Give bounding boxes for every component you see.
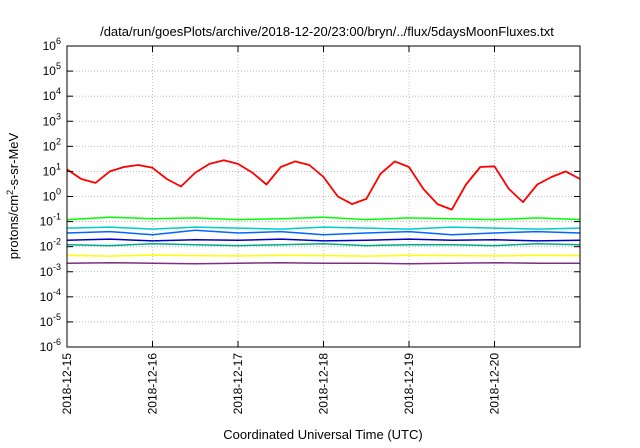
- series-line-2: [66, 226, 581, 230]
- y-tick-label-exponent: -1: [53, 212, 61, 222]
- x-axis-label: Coordinated Universal Time (UTC): [223, 427, 422, 442]
- y-tick-label: 100: [43, 187, 61, 204]
- series-layer: [66, 159, 581, 265]
- y-tick-label-exponent: 2: [56, 136, 61, 146]
- y-tick-label: 103: [43, 111, 61, 128]
- y-tick-label: 101: [43, 161, 61, 178]
- y-tick-label: 104: [43, 86, 61, 103]
- y-tick-label-base: 10: [40, 215, 54, 229]
- y-tick-label-base: 10: [43, 114, 57, 128]
- y-tick-label-base: 10: [40, 315, 54, 329]
- y-tick-label: 10-2: [40, 237, 61, 254]
- x-tick-label: 2018-12-18: [317, 353, 331, 415]
- chart-title: /data/run/goesPlots/archive/2018-12-20/2…: [100, 24, 554, 39]
- y-tick-label-exponent: -3: [53, 262, 61, 272]
- y-tick-label: 10-3: [40, 262, 61, 279]
- y-tick-label-base: 10: [43, 39, 57, 53]
- y-tick-label-exponent: -2: [53, 237, 61, 247]
- y-tick-label-exponent: 5: [56, 61, 61, 71]
- y-axis-label: protons/cm2-s-sr-MeV: [5, 132, 21, 259]
- y-axis-label-sup: 2: [5, 190, 15, 195]
- y-tick-label-exponent: 6: [56, 36, 61, 46]
- y-tick-label-base: 10: [40, 290, 54, 304]
- y-tick-label-base: 10: [40, 340, 54, 354]
- x-tick-label: 2018-12-19: [402, 353, 416, 415]
- y-tick-label-base: 10: [43, 164, 57, 178]
- y-tick-label-base: 10: [40, 240, 54, 254]
- y-tick-label-base: 10: [43, 64, 57, 78]
- series-line-1: [66, 216, 581, 221]
- y-tick-label: 10-6: [40, 337, 61, 354]
- y-tick-label: 105: [43, 61, 61, 78]
- x-tick-label: 2018-12-17: [231, 353, 245, 415]
- x-tick-label: 2018-12-20: [488, 353, 502, 415]
- x-tick-label: 2018-12-15: [60, 353, 74, 415]
- x-axis: 2018-12-15 2018-12-16 2018-12-17 2018-12-18…: [60, 46, 502, 414]
- y-tick-label-base: 10: [40, 265, 54, 279]
- y-tick-label-exponent: -5: [53, 312, 61, 322]
- series-line-7: [66, 261, 580, 265]
- y-tick-label: 106: [43, 36, 61, 53]
- series-line-4: [66, 243, 581, 247]
- y-axis-label-rest: -s-sr-MeV: [6, 132, 21, 189]
- y-tick-label-exponent: 3: [56, 111, 61, 121]
- y-tick-label-base: 10: [43, 89, 57, 103]
- y-tick-label-exponent: 1: [56, 161, 61, 171]
- x-tick-label: 2018-12-16: [146, 353, 160, 415]
- y-tick-label: 10-1: [40, 212, 61, 229]
- y-tick-label-exponent: -6: [53, 337, 61, 347]
- series-line-6: [66, 254, 581, 257]
- y-tick-label-exponent: 0: [56, 187, 61, 197]
- y-tick-label-base: 10: [43, 139, 57, 153]
- y-tick-label-base: 10: [43, 190, 57, 204]
- y-axis-label-main: protons/cm: [6, 195, 21, 259]
- series-line-5: [66, 238, 581, 242]
- grid: [66, 46, 580, 347]
- y-tick-label-exponent: 4: [56, 86, 61, 96]
- y-axis: 10-610-510-410-310-210-11001011021031041…: [40, 36, 580, 354]
- series-line-0: [66, 159, 581, 211]
- y-tick-label: 102: [43, 136, 61, 153]
- y-tick-label: 10-4: [40, 287, 61, 304]
- series-line-3: [66, 229, 581, 236]
- y-tick-label-exponent: -4: [53, 287, 61, 297]
- y-tick-label: 10-5: [40, 312, 61, 329]
